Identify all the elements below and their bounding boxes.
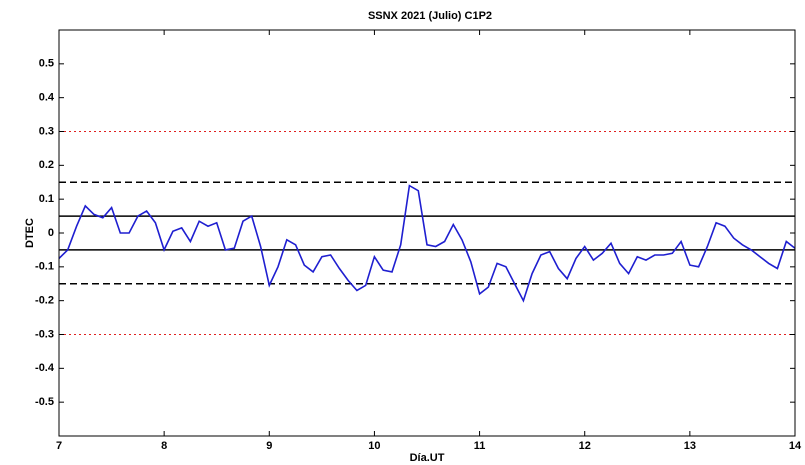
- y-tick-label: -0.1: [35, 261, 54, 273]
- y-tick-label: -0.5: [35, 396, 54, 408]
- x-tick-label: 11: [474, 440, 486, 452]
- y-tick-label: -0.4: [35, 362, 55, 374]
- y-tick-label: 0.2: [39, 159, 54, 171]
- x-tick-label: 10: [368, 440, 380, 452]
- y-tick-label: 0.5: [39, 58, 54, 70]
- y-tick-label: 0.1: [39, 193, 54, 205]
- y-tick-label: 0: [48, 227, 54, 239]
- chart-title: SSNX 2021 (Julio) C1P2: [368, 10, 492, 22]
- y-tick-label: -0.3: [35, 328, 54, 340]
- x-tick-label: 9: [266, 440, 272, 452]
- x-tick-label: 13: [684, 440, 696, 452]
- x-tick-label: 12: [579, 440, 591, 452]
- y-tick-label: 0.4: [39, 92, 55, 104]
- x-tick-label: 14: [789, 440, 802, 452]
- y-tick-label: -0.2: [35, 295, 54, 307]
- y-axis-label: DTEC: [24, 218, 36, 248]
- x-tick-label: 8: [161, 440, 167, 452]
- data-line: [58, 184, 796, 303]
- x-tick-label: 7: [56, 440, 62, 452]
- y-tick-label: 0.3: [39, 125, 54, 137]
- plot-frame: [58, 29, 796, 437]
- x-axis-label: Día.UT: [410, 452, 445, 464]
